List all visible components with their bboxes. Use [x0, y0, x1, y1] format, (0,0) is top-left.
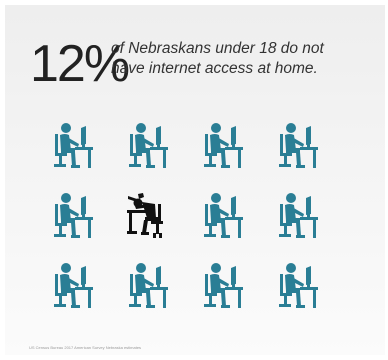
person-at-computer-icon	[200, 180, 275, 250]
person-at-computer-icon	[125, 110, 200, 180]
person-at-computer-icon	[200, 250, 275, 320]
person-at-computer-icon	[125, 250, 200, 320]
person-at-computer-icon	[50, 110, 125, 180]
person-at-computer-icon	[50, 250, 125, 320]
infographic-card: 12% of Nebraskans under 18 do not have i…	[5, 5, 385, 355]
person-at-computer-icon	[275, 250, 350, 320]
figure-grid	[50, 110, 350, 320]
headline-line-1: of Nebraskans under 18 do not	[111, 40, 324, 57]
person-at-computer-icon	[275, 180, 350, 250]
person-at-computer-icon	[50, 180, 125, 250]
headline: 12% of Nebraskans under 18 do not have i…	[30, 35, 380, 95]
headline-percent: 12%	[30, 35, 130, 93]
source-note: US Census Bureau 2017 American Survey Ne…	[29, 345, 142, 350]
headline-statement: of Nebraskans under 18 do not have inter…	[111, 39, 381, 79]
person-at-computer-icon	[275, 110, 350, 180]
person-at-computer-icon	[200, 110, 275, 180]
frustrated-person-at-computer-icon	[125, 180, 200, 250]
headline-line-2: have internet access at home.	[111, 60, 318, 77]
